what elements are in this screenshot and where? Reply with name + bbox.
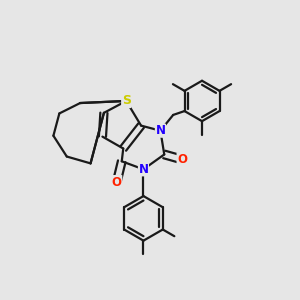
Text: O: O [177, 153, 187, 166]
Text: S: S [122, 94, 131, 107]
Text: O: O [112, 176, 122, 189]
Text: N: N [139, 163, 148, 176]
Text: N: N [155, 124, 165, 137]
